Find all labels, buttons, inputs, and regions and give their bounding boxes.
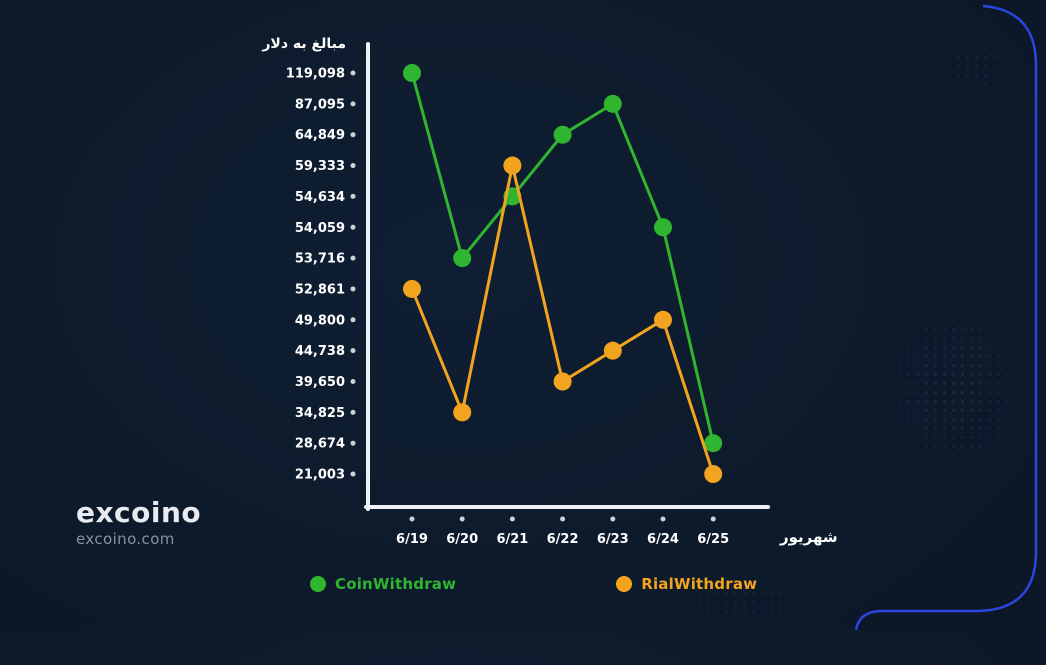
x-tick-label: 6/20 [446, 532, 478, 547]
y-tick-label: 28,674 [295, 437, 345, 452]
data-point-coinwithdraw-6/23 [603, 94, 622, 113]
data-point-rialwithdraw-6/20 [453, 403, 472, 422]
excoino-logo: excoino excoino.com [76, 496, 202, 548]
y-tick-label: 34,825 [295, 406, 345, 421]
coinwithdraw-legend-dot-icon [310, 576, 326, 592]
x-tick-dot [710, 516, 716, 522]
y-tick-label: 53,716 [295, 252, 345, 267]
decorative-dots-top-right [891, 0, 1046, 140]
y-tick-label: 39,650 [295, 375, 345, 390]
y-tick-dot [350, 409, 356, 415]
y-tick-dot [350, 440, 356, 446]
legend-label-coinwithdraw: CoinWithdraw [335, 575, 457, 593]
data-point-rialwithdraw-6/21 [503, 156, 522, 175]
chart-legend: CoinWithdraw RialWithdraw [310, 575, 757, 593]
x-tick-dot [560, 516, 566, 522]
series-line-rialwithdraw [410, 164, 715, 475]
y-tick-dot [350, 348, 356, 354]
data-point-rialwithdraw-6/22 [553, 372, 572, 391]
y-tick-label: 54,059 [295, 221, 345, 236]
data-point-coinwithdraw-6/24 [654, 218, 672, 237]
x-tick-label: 6/19 [396, 532, 428, 547]
legend-label-rialwithdraw: RialWithdraw [641, 575, 758, 593]
series-line-coinwithdraw [410, 72, 715, 444]
y-tick-label: 52,861 [295, 282, 345, 297]
y-tick-label: 119,098 [286, 67, 345, 82]
y-axis-title: مبالغ به دلار [262, 36, 346, 52]
y-tick-label: 49,800 [295, 313, 345, 328]
y-tick-label: 64,849 [295, 128, 345, 143]
y-tick-dot [350, 286, 356, 292]
y-tick-dot [350, 379, 356, 384]
x-tick-dot [459, 516, 465, 522]
y-tick-dot [350, 471, 356, 477]
data-point-rialwithdraw-6/23 [603, 341, 622, 360]
y-tick-label: 59,333 [295, 159, 345, 174]
y-tick-dot [350, 70, 356, 76]
rialwithdraw-legend-dot-icon [616, 576, 633, 592]
legend-item-rialwithdraw: RialWithdraw [616, 575, 757, 593]
y-tick-dot [350, 101, 356, 107]
x-tick-label: 6/24 [647, 532, 679, 547]
y-tick-dot [350, 193, 356, 199]
data-point-coinwithdraw-6/22 [553, 125, 572, 144]
data-point-rialwithdraw-6/19 [403, 279, 421, 298]
x-tick-label: 6/21 [496, 532, 528, 547]
y-tick-label: 21,003 [295, 468, 345, 483]
x-tick-label: 6/22 [547, 532, 579, 547]
x-tick-dot [409, 516, 415, 522]
y-tick-label: 44,738 [295, 344, 345, 359]
y-tick-dot [350, 224, 356, 230]
y-tick-dot [350, 255, 356, 261]
data-point-coinwithdraw-6/19 [403, 64, 421, 82]
data-point-coinwithdraw-6/25 [704, 434, 723, 453]
x-tick-dot [509, 516, 515, 522]
data-point-coinwithdraw-6/21 [503, 187, 522, 206]
y-tick-label: 54,634 [295, 190, 345, 205]
y-tick-dot [350, 132, 356, 138]
data-point-coinwithdraw-6/20 [453, 249, 472, 268]
x-tick-dot [660, 516, 666, 522]
y-tick-dot [350, 317, 356, 323]
y-tick-dot [350, 163, 356, 169]
decorative-dots-right [841, 235, 1046, 545]
legend-item-coinwithdraw: CoinWithdraw [310, 575, 456, 593]
excoino-domain-text: excoino.com [76, 529, 175, 548]
data-point-rialwithdraw-6/24 [654, 310, 672, 329]
x-tick-label: 6/25 [697, 532, 729, 547]
x-tick-dot [610, 516, 616, 522]
decorative-dots-bottom [560, 535, 920, 665]
data-point-rialwithdraw-6/25 [704, 465, 723, 484]
x-axis-title: شهریور [780, 528, 838, 546]
y-tick-label: 87,095 [295, 97, 345, 112]
x-tick-label: 6/23 [597, 532, 629, 547]
excoino-logo-text: excoino [76, 496, 202, 529]
